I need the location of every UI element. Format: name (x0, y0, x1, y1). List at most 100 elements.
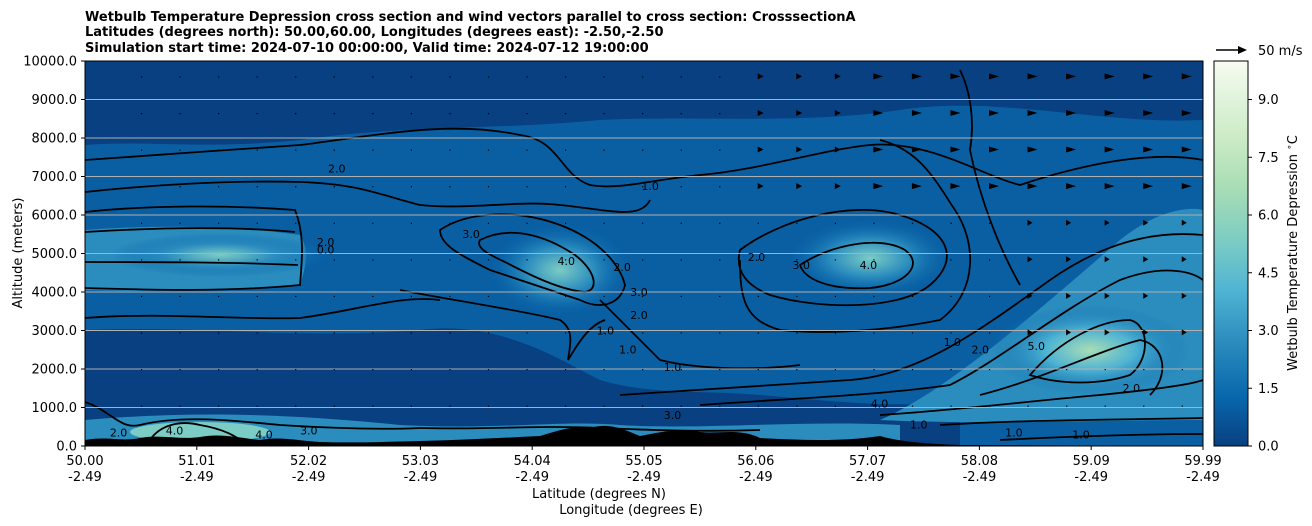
wind-dot (603, 405, 605, 407)
wind-arrow (873, 183, 884, 190)
y-tick-label: 9000.0 (32, 93, 78, 108)
wind-dot (988, 405, 991, 407)
field-blob-left (110, 233, 330, 277)
wind-dot (911, 369, 914, 371)
wind-dot (449, 295, 451, 298)
wind-dot (757, 222, 759, 224)
y-tick-label: 5000.0 (32, 247, 78, 262)
wind-dot (1027, 369, 1029, 371)
wind-dot (256, 222, 258, 224)
wind-arrow (950, 183, 961, 190)
wind-dot (719, 259, 721, 261)
x-tick-label-lon: -2.49 (292, 470, 326, 485)
wind-arrow (1181, 219, 1187, 226)
field-dark-upper (85, 61, 1203, 145)
wind-dot (873, 405, 875, 407)
wind-dot (526, 369, 528, 371)
wind-arrow (1027, 329, 1033, 336)
wind-dot (333, 405, 335, 407)
wind-dot (218, 222, 220, 224)
contour-line (939, 417, 1203, 426)
contour-label: 3.0 (462, 228, 480, 241)
contour-label: 1.0 (910, 419, 928, 432)
wind-dot (487, 112, 490, 115)
wind-dot (911, 332, 914, 334)
x-tick-label-lat: 58.08 (961, 454, 998, 469)
wind-dot (218, 332, 220, 334)
wind-dot (757, 369, 759, 371)
contour-line (85, 180, 651, 213)
x-tick-label-lon: -2.49 (739, 470, 773, 485)
wind-dot (911, 405, 914, 407)
wind-dot (449, 259, 451, 261)
wind-arrow (796, 183, 803, 190)
wind-arrow (1104, 256, 1110, 263)
wind-dot (642, 295, 644, 298)
wind-dot (680, 112, 682, 115)
wind-dot (526, 112, 528, 115)
wind-dot (410, 369, 412, 371)
wind-dot (1181, 369, 1183, 371)
wind-arrow (1104, 73, 1115, 80)
wind-dot (256, 295, 258, 298)
contour-label: 4.0 (166, 424, 184, 437)
wind-dot (719, 149, 721, 151)
contour-label: 2.0 (317, 236, 335, 249)
wind-dot (834, 295, 837, 298)
contour-label: 0.0 (317, 244, 335, 257)
x-tick-label-lat: 59.99 (1184, 454, 1221, 469)
wind-arrow (1104, 183, 1115, 190)
wind-dot (333, 149, 335, 151)
wind-dot (256, 332, 258, 334)
contour-label: 2.0 (328, 163, 346, 176)
wind-dot (1104, 369, 1106, 371)
wind-dot (526, 222, 528, 224)
contour-line (979, 339, 1164, 396)
contour-label: 1.0 (641, 180, 659, 193)
wind-dot (372, 112, 374, 115)
wind-dot (719, 186, 721, 188)
wind-dot (796, 405, 798, 407)
wind-arrow (834, 73, 841, 80)
wind-arrow (1143, 329, 1149, 336)
wind-dot (1104, 405, 1106, 407)
wind-dot (1181, 405, 1183, 407)
y-tick-label: 1000.0 (32, 401, 78, 416)
colorbar-tick-label: 7.5 (1258, 151, 1279, 166)
wind-dot (295, 112, 297, 115)
wind-dot (680, 332, 682, 334)
wind-dot (1143, 405, 1145, 407)
wind-dot (449, 405, 451, 407)
field-blob-right (790, 220, 950, 296)
wind-dot (487, 405, 490, 407)
contour-line (399, 289, 606, 361)
x-tick-label-lon: -2.49 (515, 470, 549, 485)
wind-arrow (1104, 292, 1110, 299)
x-tick-label-lat: 52.02 (290, 454, 327, 469)
wind-arrow (1066, 256, 1072, 263)
wind-dot (911, 295, 914, 298)
wind-dot (564, 295, 567, 298)
wind-dot (218, 259, 220, 261)
wind-dot (564, 149, 567, 151)
contour-labels: 1.02.02.00.03.04.0 2.03.02.01.01.01.02.03… (110, 163, 1140, 442)
y-tick-label: 7000.0 (32, 170, 78, 185)
wind-dot (642, 332, 644, 334)
wind-dot (295, 295, 297, 298)
wind-arrow (1027, 219, 1033, 226)
wind-dot (719, 76, 721, 78)
contour-line (619, 233, 1203, 396)
wind-dot (140, 76, 143, 78)
wind-dot (526, 295, 528, 298)
contour-label: 2.0 (972, 344, 990, 357)
wind-arrow (1143, 219, 1149, 226)
wind-dot (140, 405, 143, 407)
wind-arrow (1104, 219, 1110, 226)
wind-arrow (757, 146, 764, 153)
wind-arrow (988, 183, 999, 190)
wind-arrow (1143, 256, 1149, 263)
wind-dot (564, 369, 567, 371)
contour-line (85, 127, 1203, 188)
wind-dot (988, 259, 991, 261)
